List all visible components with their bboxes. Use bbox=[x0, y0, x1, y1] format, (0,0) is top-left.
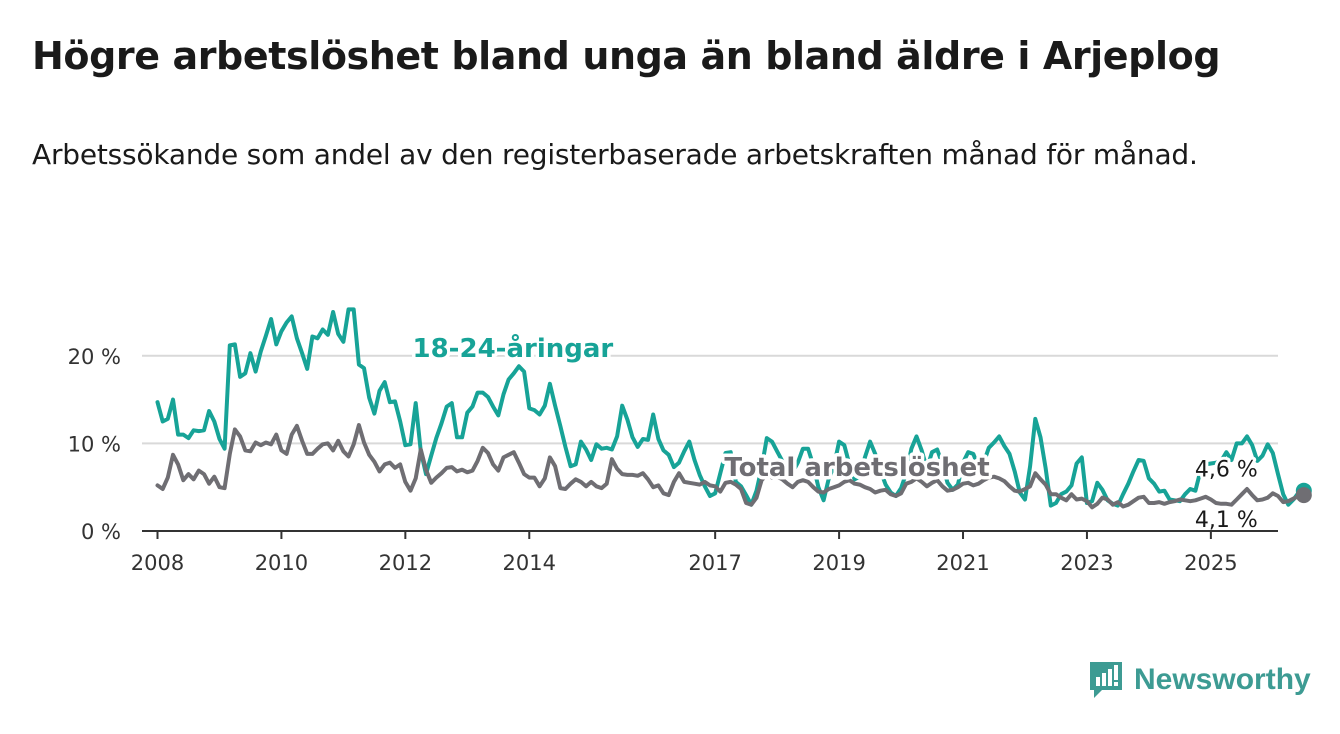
x-tick-label: 2008 bbox=[131, 551, 184, 575]
gridlines bbox=[142, 354, 1278, 445]
x-tick-label: 2012 bbox=[379, 551, 432, 575]
series-line-total bbox=[155, 423, 1306, 510]
brand-name: Newsworthy bbox=[1134, 663, 1311, 696]
y-tick-label: 20 % bbox=[68, 345, 121, 369]
series-lines bbox=[155, 307, 1312, 510]
series-label-youth: 18-24-åringar bbox=[413, 332, 614, 364]
x-tick-label: 2019 bbox=[812, 551, 865, 575]
end-value-label-total: 4,1 % bbox=[1195, 508, 1258, 533]
endpoint-marker bbox=[1295, 487, 1312, 504]
newsworthy-logo-icon bbox=[1090, 662, 1122, 698]
axes: 0 % 10 % 20 % 2008 2010 2012 2014 2017 2019 2021 2… bbox=[68, 345, 1278, 575]
x-tick-label: 2010 bbox=[255, 551, 308, 575]
end-value-label-youth: 4,6 % bbox=[1195, 458, 1258, 483]
x-tick-label: 2017 bbox=[688, 551, 741, 575]
chart-labels: 18-24-åringar Total arbetslöshet 4,6 % 4,1 … bbox=[409, 329, 1261, 537]
x-tick-label: 2023 bbox=[1060, 551, 1113, 575]
x-tick-label: 2021 bbox=[936, 551, 989, 575]
series-label-total: Total arbetslöshet bbox=[724, 453, 989, 483]
chart-title: Högre arbetslöshet bland unga än bland ä… bbox=[32, 34, 1221, 78]
newsworthy-logo: Newsworthy bbox=[1088, 660, 1311, 700]
y-tick-label: 10 % bbox=[68, 432, 121, 456]
y-tick-label: 0 % bbox=[81, 520, 121, 544]
chart-subtitle: Arbetssökande som andel av den registerb… bbox=[32, 138, 1198, 171]
x-tick-label: 2025 bbox=[1184, 551, 1237, 575]
x-tick-label: 2014 bbox=[503, 551, 556, 575]
